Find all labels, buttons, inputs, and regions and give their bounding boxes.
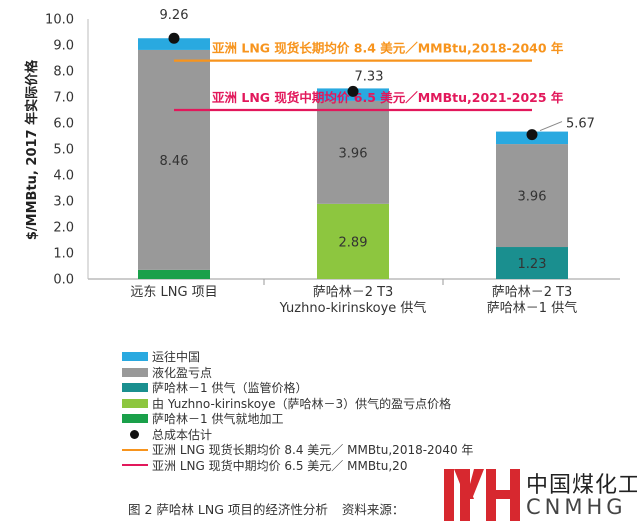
- y-tick-label: 1.0: [53, 247, 74, 262]
- caption-title: 图 2 萨哈林 LNG 项目的经济性分析: [128, 502, 328, 517]
- segment-value-label: 3.96: [518, 190, 547, 205]
- legend-item: 液化盈亏点: [122, 365, 542, 381]
- y-tick-label: 0.0: [53, 273, 74, 288]
- legend-label: 亚洲 LNG 现货长期均价 8.4 美元／ MMBtu,2018-2040 年: [152, 443, 474, 458]
- chart-bars: 8.46 2.89 3.96 1.23 3.96: [138, 38, 568, 279]
- y-tick-label: 10.0: [45, 13, 74, 28]
- logo-text-cn: 中国煤化工: [526, 473, 637, 498]
- segment-value-label: 8.46: [160, 154, 189, 169]
- legend-line-swatch: [122, 448, 148, 451]
- total-cost-leader-line: [539, 121, 563, 132]
- total-cost-dot: [526, 129, 538, 141]
- chart-legend: 运往中国 液化盈亏点 萨哈林－1 供气（监管价格）由 Yuzhno-kirinsko…: [122, 349, 542, 473]
- legend-label: 总成本估计: [152, 427, 213, 442]
- bar-segment: [138, 49, 210, 270]
- reference-lines: 亚洲 LNG 现货长期均价 8.4 美元／MMBtu,2018-2040 年亚洲…: [174, 41, 564, 112]
- legend-line-swatch: [122, 464, 148, 467]
- category-label: 萨哈林－2 T3: [492, 285, 573, 300]
- watermark-logo: 中国煤化工 CNMHG: [440, 465, 637, 526]
- y-tick-label: 2.0: [53, 221, 74, 236]
- total-cost-label: 7.33: [355, 69, 384, 84]
- y-tick-label: 5.0: [53, 143, 74, 158]
- legend-item: 萨哈林－1 供气（监管价格）: [122, 380, 542, 396]
- segment-value-label: 1.23: [518, 257, 547, 272]
- legend-dot-icon: [122, 429, 148, 439]
- legend-item: 由 Yuzhno-kirinskoye（萨哈林－3）供气的盈亏点价格: [122, 396, 542, 412]
- bar-segment: [317, 203, 389, 279]
- bar-segment: [317, 100, 389, 204]
- reference-line-label: 亚洲 LNG 现货长期均价 8.4 美元／MMBtu,2018-2040 年: [212, 41, 564, 56]
- legend-item: 亚洲 LNG 现货中期均价 6.5 美元／ MMBtu,20: [122, 458, 542, 474]
- chart-axes: 0.0 1.0 2.0 3.0 4.0 5.0 6.0 7.0 8.0 9.0 10.0 远东 LNG…: [45, 13, 620, 316]
- legend-label: 由 Yuzhno-kirinskoye（萨哈林－3）供气的盈亏点价格: [152, 396, 452, 411]
- legend-item: 萨哈林－1 供气就地加工: [122, 411, 542, 427]
- category-label: 远东 LNG 项目: [130, 285, 217, 300]
- bar-segment: [496, 144, 568, 248]
- legend-label: 运往中国: [152, 350, 201, 365]
- y-tick-label: 6.0: [53, 117, 74, 132]
- y-tick-label: 3.0: [53, 195, 74, 210]
- legend-item: 亚洲 LNG 现货长期均价 8.4 美元／ MMBtu,2018-2040 年: [122, 442, 542, 458]
- total-cost-label: 9.26: [160, 8, 189, 23]
- legend-swatch: [122, 414, 148, 424]
- legend-swatch: [122, 352, 148, 362]
- y-tick-label: 9.0: [53, 39, 74, 54]
- y-axis-label: $/MMBtu, 2017 年实际价格: [24, 59, 40, 240]
- figure-caption: 图 2 萨哈林 LNG 项目的经济性分析 资料来源：: [128, 499, 404, 518]
- category-label: 萨哈林－1 供气: [487, 300, 577, 316]
- segment-value-label: 3.96: [339, 146, 368, 161]
- category-label: Yuzhno-kirinskoye 供气: [279, 300, 427, 316]
- legend-label: 液化盈亏点: [152, 365, 213, 380]
- total-cost-label: 5.67: [566, 117, 595, 132]
- logo-mark-icon: [444, 469, 520, 521]
- segment-value-label: 2.89: [339, 235, 368, 250]
- legend-label: 萨哈林－1 供气就地加工: [152, 412, 284, 427]
- caption-source: 资料来源：: [341, 502, 405, 517]
- bar-segment: [138, 269, 210, 279]
- category-label: 萨哈林－2 T3: [313, 285, 394, 300]
- legend-item: 运往中国: [122, 349, 542, 365]
- y-tick-label: 7.0: [53, 91, 74, 106]
- y-tick-label: 4.0: [53, 169, 74, 184]
- legend-label: 萨哈林－1 供气（监管价格）: [152, 381, 308, 396]
- y-tick-label: 8.0: [53, 65, 74, 80]
- bar-segment: [138, 38, 210, 50]
- legend-label: 亚洲 LNG 现货中期均价 6.5 美元／ MMBtu,20: [152, 458, 408, 473]
- legend-swatch: [122, 367, 148, 377]
- bar-segment: [496, 247, 568, 279]
- legend-swatch: [122, 398, 148, 408]
- legend-item: 总成本估计: [122, 427, 542, 443]
- legend-swatch: [122, 383, 148, 393]
- total-cost-dot: [347, 85, 359, 97]
- total-cost-dot: [168, 32, 180, 44]
- reference-line-label: 亚洲 LNG 现货中期均价 6.5 美元／MMBtu,2021-2025 年: [212, 90, 564, 105]
- stacked-bar-chart: 0.0 1.0 2.0 3.0 4.0 5.0 6.0 7.0 8.0 9.0 10.0 远东 LNG…: [24, 8, 620, 316]
- logo-text-en: CNMHG: [526, 495, 627, 519]
- total-cost-markers: 9.26 7.33 5.67: [160, 8, 595, 141]
